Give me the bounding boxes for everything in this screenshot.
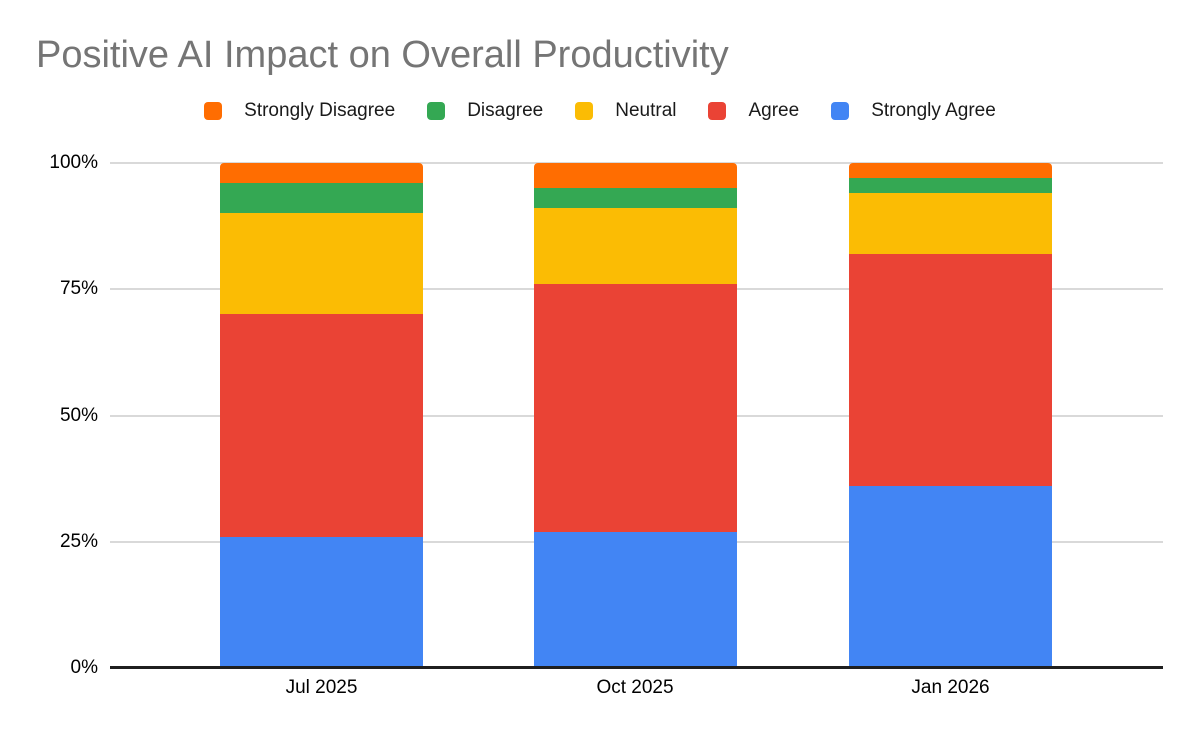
legend-swatch-neutral-icon bbox=[575, 102, 594, 120]
legend-swatch-strongly-agree-icon bbox=[831, 102, 850, 120]
bar-segment-jul-2025-agree bbox=[220, 314, 423, 537]
bar-segment-jul-2025-strongly-disagree bbox=[220, 163, 423, 184]
y-axis-tick-label-75: 75% bbox=[59, 278, 98, 300]
legend-swatch-agree-icon bbox=[708, 102, 727, 120]
bar-segment-jul-2025-neutral bbox=[220, 213, 423, 315]
legend-item-strongly-disagree: Strongly Disagree bbox=[204, 100, 395, 122]
bar-segment-oct-2025-strongly-disagree bbox=[533, 163, 737, 189]
bar-jul-2025 bbox=[220, 163, 423, 668]
bar-segment-oct-2025-disagree bbox=[533, 188, 737, 209]
legend-item-disagree: Disagree bbox=[427, 100, 543, 122]
legend-swatch-disagree-icon bbox=[427, 102, 446, 120]
x-axis-line bbox=[110, 666, 1163, 669]
chart-legend: Strongly Disagree Disagree Neutral Agree Str… bbox=[0, 100, 1200, 122]
legend-label-neutral: Neutral bbox=[615, 100, 677, 121]
legend-swatch-strongly-disagree-icon bbox=[204, 102, 223, 120]
y-axis-tick-label-100: 100% bbox=[49, 152, 98, 173]
legend-item-neutral: Neutral bbox=[575, 100, 676, 122]
bar-segment-jan-2026-strongly-disagree bbox=[849, 163, 1052, 179]
legend-label-strongly-disagree: Strongly Disagree bbox=[244, 100, 396, 121]
bar-oct-2025 bbox=[533, 163, 737, 668]
chart-title: Positive AI Impact on Overall Productivi… bbox=[36, 34, 729, 76]
y-axis-tick-label-50: 50% bbox=[59, 404, 98, 426]
x-axis-label-oct-2025: Oct 2025 bbox=[596, 677, 674, 698]
bar-segment-jan-2026-neutral bbox=[849, 193, 1052, 254]
bar-segment-jan-2026-strongly-agree bbox=[849, 486, 1052, 668]
legend-item-strongly-agree: Strongly Agree bbox=[831, 100, 996, 122]
y-axis-tick-label-0: 0% bbox=[70, 657, 98, 678]
bar-segment-jan-2026-disagree bbox=[849, 178, 1052, 194]
bar-jan-2026 bbox=[849, 163, 1052, 668]
y-axis-tick-label-25: 25% bbox=[59, 530, 98, 552]
bar-segment-oct-2025-agree bbox=[533, 284, 737, 532]
bar-segment-oct-2025-neutral bbox=[533, 208, 737, 285]
x-axis-label-jan-2026: Jan 2026 bbox=[911, 677, 990, 698]
bar-segment-jul-2025-strongly-agree bbox=[220, 536, 423, 668]
legend-label-agree: Agree bbox=[748, 100, 800, 121]
bar-segment-oct-2025-strongly-agree bbox=[533, 531, 737, 668]
legend-item-agree: Agree bbox=[708, 100, 799, 122]
bar-segment-jan-2026-agree bbox=[849, 253, 1052, 487]
legend-label-disagree: Disagree bbox=[467, 100, 544, 121]
legend-label-strongly-agree: Strongly Agree bbox=[871, 100, 996, 121]
x-axis-label-jul-2025: Jul 2025 bbox=[285, 677, 358, 698]
bar-segment-jul-2025-disagree bbox=[220, 183, 423, 214]
